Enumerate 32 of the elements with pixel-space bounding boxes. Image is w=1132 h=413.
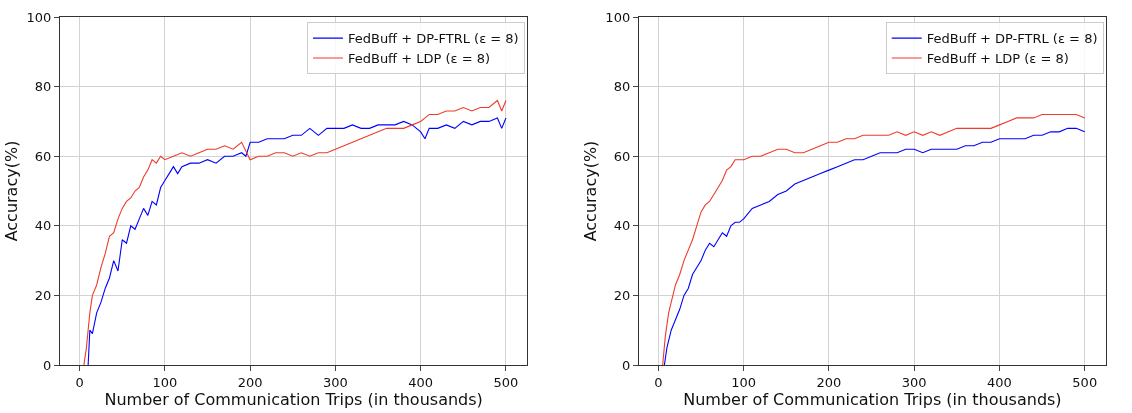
y-tick-label: 40 <box>613 218 631 234</box>
x-tick-label: 200 <box>237 374 263 390</box>
legend-label: FedBuff + DP-FTRL (ε = 8) <box>347 31 519 47</box>
y-axis-title: Accuracy(%) <box>2 140 22 242</box>
y-tick-label: 80 <box>34 79 52 95</box>
x-tick-label: 300 <box>323 374 348 390</box>
legend-label: FedBuff + DP-FTRL (ε = 8) <box>926 31 1098 47</box>
x-tick-label: 500 <box>493 374 519 390</box>
x-tick-label: 400 <box>987 374 1012 390</box>
legend-label: FedBuff + LDP (ε = 8) <box>926 51 1069 67</box>
y-tick-label: 100 <box>605 9 631 25</box>
x-axis-title: Number of Communication Trips (in thousands) <box>683 389 1062 409</box>
x-tick-label: 400 <box>408 374 434 390</box>
legend-label: FedBuff + LDP (ε = 8) <box>347 51 491 67</box>
x-tick-label: 0 <box>654 374 663 390</box>
x-tick-label: 0 <box>75 374 84 390</box>
y-tick-label: 0 <box>621 357 631 373</box>
y-axis-title: Accuracy(%) <box>581 140 601 242</box>
y-tick-label: 60 <box>613 148 631 164</box>
y-tick-label: 80 <box>613 79 631 95</box>
x-tick-label: 300 <box>901 374 927 390</box>
y-tick-label: 20 <box>613 287 631 303</box>
x-tick-label: 500 <box>1072 374 1098 390</box>
x-axis-title: Number of Communication Trips (in thousands) <box>104 389 483 409</box>
y-tick-label: 100 <box>26 9 52 25</box>
y-tick-label: 0 <box>43 357 52 373</box>
y-tick-label: 40 <box>34 218 52 234</box>
x-tick-label: 100 <box>731 374 757 390</box>
x-tick-label: 100 <box>152 374 178 390</box>
y-tick-label: 60 <box>34 148 52 164</box>
y-tick-label: 20 <box>34 287 52 303</box>
x-tick-label: 200 <box>816 374 842 390</box>
